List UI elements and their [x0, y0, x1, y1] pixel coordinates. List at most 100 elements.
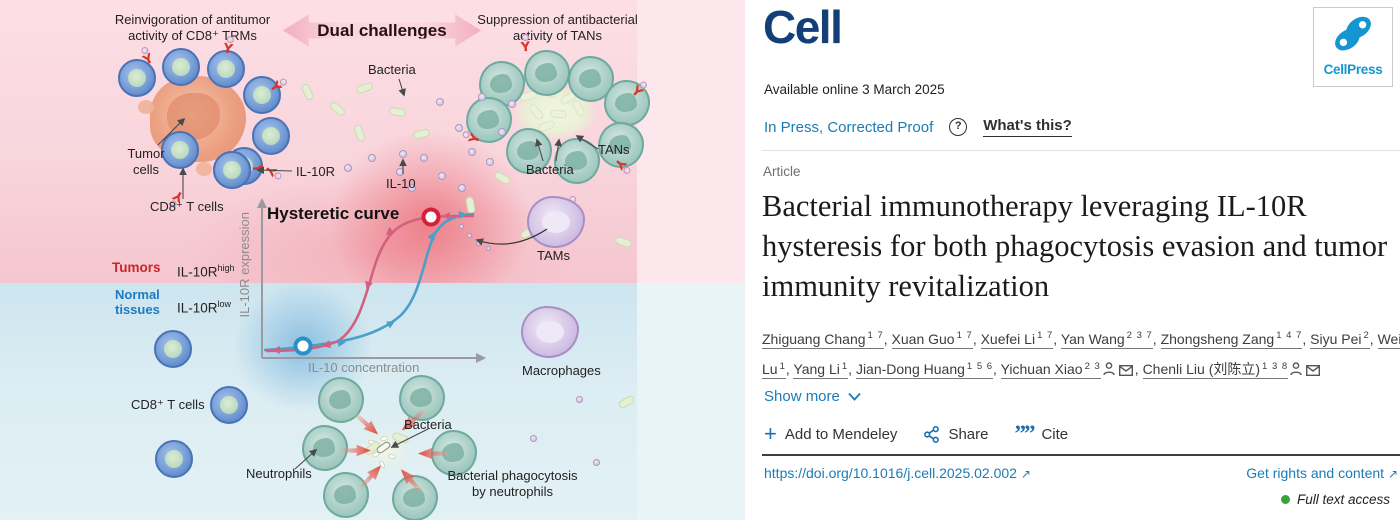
- tan-cell: [506, 128, 552, 174]
- caption-right: Suppression of antibacterial activity of…: [477, 12, 638, 43]
- il10-molecule: [478, 93, 486, 101]
- tumor-cells-label: Tumor cells: [127, 146, 165, 177]
- cd8-t-cell: [213, 151, 251, 189]
- il10-receptor-icon: [250, 163, 264, 176]
- divider-dark: [762, 454, 1400, 456]
- access-dot-icon: [1280, 495, 1290, 504]
- il10-molecule: [458, 184, 466, 192]
- tans-label: TANs: [598, 142, 630, 157]
- neutrophil-cell: [392, 475, 438, 520]
- chevron-down-icon: [848, 392, 861, 401]
- author[interactable]: Chenli Liu (刘陈立) 1 3 8: [1142, 361, 1323, 380]
- rights-and-content-link[interactable]: Get rights and content: [1246, 465, 1385, 481]
- neutrophil-cell: [323, 472, 369, 518]
- il10-molecule: [396, 168, 404, 176]
- access-label: Full text access: [1296, 492, 1390, 507]
- person-icon[interactable]: [1290, 358, 1302, 385]
- phagocytosis-label: Bacterial phagocytosis by neutrophils: [447, 468, 578, 499]
- author[interactable]: Xuan Guo 1 7: [891, 330, 981, 349]
- il10-molecule: [436, 98, 444, 106]
- il10-label: IL-10: [386, 176, 416, 191]
- author[interactable]: Yan Wang 2 3 7: [1060, 330, 1161, 349]
- author[interactable]: Jian-Dong Huang 1 5 6: [855, 361, 1001, 380]
- plot-x-axis-label: IL-10 concentration: [308, 360, 420, 375]
- tan-cell: [524, 50, 570, 96]
- cd8-top-label: CD8⁺ T cells: [150, 199, 224, 214]
- cell-journal-logo[interactable]: Cell: [763, 1, 843, 53]
- macrophage-cell: [521, 306, 579, 358]
- author[interactable]: Zhiguang Chang 1 7: [762, 330, 892, 349]
- cellpress-mark-icon: [1335, 16, 1371, 51]
- caption-left: Reinvigoration of antitumor activity of …: [114, 12, 271, 43]
- cellpress-wordmark: CellPress: [1323, 62, 1383, 77]
- doi-link[interactable]: https://doi.org/10.1016/j.cell.2025.02.0…: [764, 465, 1017, 481]
- cite-button[interactable]: ”” Cite: [1014, 421, 1069, 447]
- neutrophil-cell: [431, 430, 477, 476]
- author[interactable]: Zhongsheng Zang 1 4 7: [1160, 330, 1310, 349]
- external-link-icon: ↗: [1020, 467, 1031, 481]
- author[interactable]: Xuefei Li 1 7: [980, 330, 1061, 349]
- page-title: Bacterial immunotherapy leveraging IL-10…: [762, 189, 1388, 303]
- il10-molecule: [408, 184, 416, 192]
- article-type: Article: [763, 164, 801, 179]
- author[interactable]: Yichuan Xiao 2 3: [1000, 361, 1143, 380]
- low-state-marker: [293, 336, 313, 356]
- il10-molecule: [455, 124, 463, 132]
- cd8-t-cell: [252, 117, 290, 155]
- bacteria-bottom-label: Bacteria: [404, 417, 452, 432]
- cd8-t-cell: [155, 440, 193, 478]
- share-icon: [924, 425, 940, 443]
- article-header-panel: Cell CellPress Available online 3 March …: [745, 0, 1400, 520]
- share-button[interactable]: Share: [923, 426, 988, 443]
- bacteria-right-label: Bacteria: [526, 162, 574, 177]
- tumors-label: Tumors: [112, 260, 161, 275]
- whats-this-link[interactable]: What's this?: [983, 117, 1072, 137]
- mail-icon[interactable]: [1306, 358, 1321, 385]
- il10r-low-label: IL-10Rlow: [177, 299, 232, 316]
- macrophages-label: Macrophages: [522, 363, 601, 378]
- banner-label: Dual challenges: [317, 21, 447, 40]
- plot-y-axis-label: IL-10R expression: [237, 212, 252, 318]
- il10-molecule: [344, 164, 352, 172]
- in-press-status-link[interactable]: In Press, Corrected Proof: [764, 118, 934, 136]
- mail-icon[interactable]: [1118, 358, 1133, 385]
- show-more-label: Show more: [764, 388, 840, 405]
- il10-molecule: [399, 150, 407, 158]
- il10-receptor-icon: [519, 39, 533, 54]
- status-row: In Press, Corrected Proof ? What's this?: [764, 117, 1072, 137]
- il10-molecule: [438, 172, 446, 180]
- doi-row: https://doi.org/10.1016/j.cell.2025.02.0…: [764, 465, 1398, 481]
- cd8-t-cell: [210, 386, 248, 424]
- show-more-button[interactable]: Show more: [764, 388, 861, 405]
- external-link-icon: ↗: [1387, 467, 1398, 481]
- add-to-mendeley-button[interactable]: + Add to Mendeley: [764, 421, 898, 446]
- high-state-marker: [421, 207, 441, 227]
- hysteresis-plot: [257, 198, 486, 363]
- cellpress-logo[interactable]: CellPress: [1313, 7, 1393, 87]
- cd8-t-cell: [162, 48, 200, 86]
- il10-molecule: [508, 100, 516, 108]
- il10-molecule: [486, 158, 494, 166]
- tan-cell: [568, 56, 614, 102]
- il10-receptor-icon: [221, 41, 236, 57]
- neutrophils-label: Neutrophils: [246, 466, 312, 481]
- il10r-label: IL-10R: [296, 164, 336, 179]
- person-icon[interactable]: [1103, 358, 1115, 385]
- access-badge: Full text access: [1280, 492, 1390, 507]
- plus-icon: +: [764, 421, 777, 446]
- author[interactable]: Siyu Pei 2: [1310, 330, 1378, 349]
- il10r-high-label: IL-10Rhigh: [177, 263, 235, 280]
- cd8-t-cell: [154, 330, 192, 368]
- available-online-date: Available online 3 March 2025: [764, 82, 945, 97]
- normal-tissues-label: Normal tissues: [115, 287, 160, 317]
- phagocytosis-arrow: [341, 444, 371, 457]
- il10-molecule: [420, 154, 428, 162]
- author[interactable]: Yang Li 1: [793, 361, 856, 380]
- il10-molecule: [468, 148, 476, 156]
- neutrophil-cell: [302, 425, 348, 471]
- bacteria-top-label: Bacteria: [368, 62, 416, 77]
- cd8-bottom-label: CD8⁺ T cells: [131, 397, 205, 412]
- question-icon[interactable]: ?: [949, 118, 968, 136]
- cite-quotes-icon: ””: [1014, 421, 1035, 447]
